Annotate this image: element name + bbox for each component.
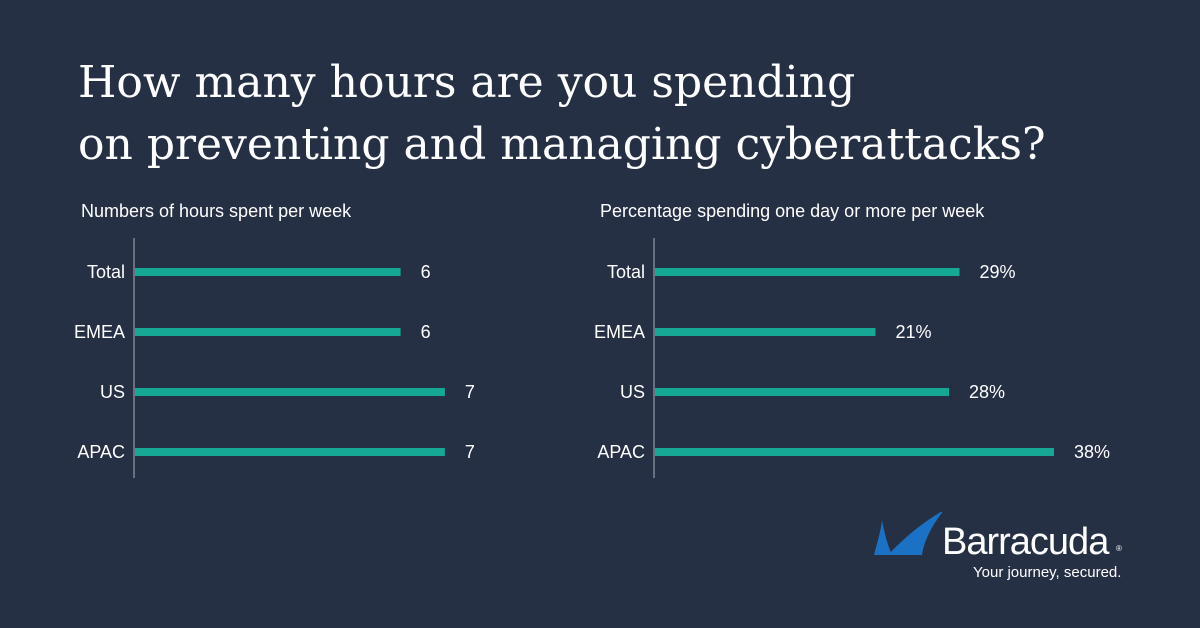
chart-0-bar-us xyxy=(135,388,445,396)
chart-0-category-label: Total xyxy=(87,262,125,282)
brand-tagline: Your journey, secured. xyxy=(973,564,1122,581)
chart-0-value-label: 7 xyxy=(465,442,475,462)
chart-0-bar-total xyxy=(135,268,401,276)
hours-per-week-chart: Total 6 EMEA 6 US 7 APAC 7 xyxy=(74,238,475,478)
chart-0-category-label: EMEA xyxy=(74,322,125,342)
brand-name: Barracuda xyxy=(942,521,1109,563)
chart-1-bar-apac xyxy=(655,448,1054,456)
chart-0-category-label: US xyxy=(100,382,125,402)
chart-1-bar-emea xyxy=(655,328,876,336)
chart-0-value-label: 6 xyxy=(421,322,431,342)
chart-1-category-label: EMEA xyxy=(594,322,645,342)
title-line-1: How many hours are you spending xyxy=(78,57,856,108)
title-line-2: on preventing and managing cyberattacks? xyxy=(78,119,1046,170)
chart-1-bar-total xyxy=(655,268,960,276)
chart-1-value-label: 38% xyxy=(1074,442,1110,462)
chart-0-bar-apac xyxy=(135,448,445,456)
chart-1-category-label: Total xyxy=(607,262,645,282)
chart-0-value-label: 6 xyxy=(421,262,431,282)
chart-0-bar-emea xyxy=(135,328,401,336)
chart-1-value-label: 21% xyxy=(896,322,932,342)
chart-0-value-label: 7 xyxy=(465,382,475,402)
percentage-one-day-chart: Total 29% EMEA 21% US 28% APAC 38% xyxy=(594,238,1110,478)
chart-1-category-label: APAC xyxy=(597,442,645,462)
chart-1-bar-us xyxy=(655,388,949,396)
chart-1-category-label: US xyxy=(620,382,645,402)
chart-1-value-label: 28% xyxy=(969,382,1005,402)
barracuda-fin-icon xyxy=(874,512,943,555)
right-chart-title: Percentage spending one day or more per … xyxy=(600,201,985,221)
left-chart-title: Numbers of hours spent per week xyxy=(81,201,352,221)
chart-1-value-label: 29% xyxy=(980,262,1016,282)
chart-0-category-label: APAC xyxy=(77,442,125,462)
registered-mark: ® xyxy=(1116,544,1122,553)
page-title: How many hours are you spending on preve… xyxy=(78,52,1158,176)
